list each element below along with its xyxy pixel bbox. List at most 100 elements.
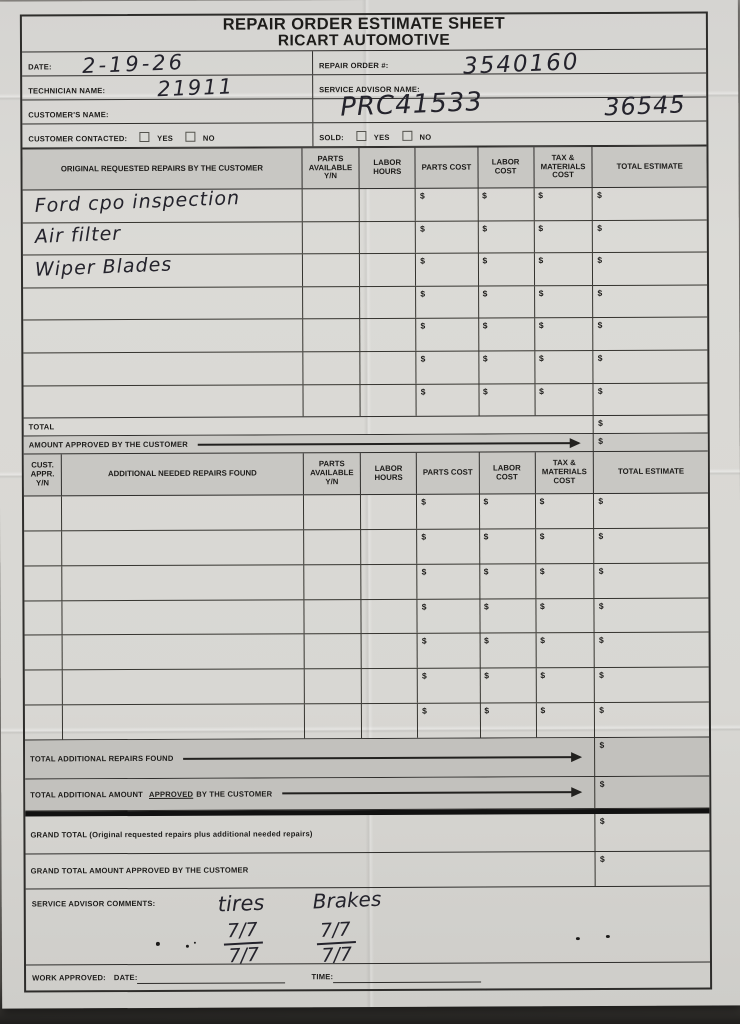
original-repair-row: $ $ $ $: [23, 285, 708, 321]
dollar-sign: $: [598, 436, 603, 447]
grand-total-money-cell: $: [596, 813, 710, 850]
original-repair-row: Wiper Blades $ $ $ $: [22, 252, 708, 289]
dollar-sign: $: [598, 635, 604, 646]
parts-available-cell: [303, 352, 361, 384]
contacted-no-label: NO: [202, 133, 215, 143]
tax-materials-cell: $: [534, 253, 594, 286]
ink-speck: [185, 944, 189, 948]
repair-description-cell: Wiper Blades: [22, 254, 303, 288]
dollar-sign: $: [483, 566, 489, 577]
dollar-sign: $: [420, 255, 425, 266]
dollar-sign: $: [540, 635, 545, 646]
handwritten-stock-number: 36545: [603, 90, 687, 122]
parts-cost-cell: $: [416, 384, 480, 416]
brake-measure-rear: 7/7: [320, 942, 353, 967]
contacted-no-checkbox: [185, 131, 196, 142]
dollar-sign: $: [597, 320, 603, 331]
parts-available-cell: [302, 286, 361, 319]
labor-cost-cell: $: [479, 564, 536, 599]
total-estimate-cell: $: [593, 253, 707, 285]
order-info-section: DATE: 2-19-26 REPAIR ORDER #: 3540160 TE…: [22, 49, 707, 150]
dollar-sign: $: [597, 189, 602, 201]
dollar-sign: $: [421, 531, 427, 542]
total-additional-label: TOTAL ADDITIONAL REPAIRS FOUND: [30, 754, 174, 764]
labor-cost-cell: $: [478, 253, 535, 286]
handwritten-repair-description: Ford cpo inspection: [34, 186, 241, 218]
amount-approved-label-cell: AMOUNT APPROVED BY THE CUSTOMER: [23, 434, 595, 454]
parts-cost-cell: $: [416, 221, 479, 253]
repair-order-number-field: REPAIR ORDER #: 3540160: [313, 49, 706, 80]
additional-repair-description-cell: [63, 669, 305, 705]
dollar-sign: $: [420, 321, 426, 332]
original-repairs-table-header: ORIGINAL REQUESTED REPAIRS BY THE CUSTOM…: [22, 146, 707, 191]
dollar-sign: $: [483, 386, 488, 397]
dollar-sign: $: [598, 600, 604, 611]
total-estimate-cell: $: [594, 494, 708, 528]
arrow-right-icon: [183, 755, 581, 760]
col-header-labor-cost: LABOR COST: [479, 452, 536, 494]
total-label-cell: TOTAL: [23, 416, 595, 436]
total-estimate-cell: $: [594, 318, 708, 350]
footer-date-label: DATE:: [113, 973, 138, 983]
col-header-cust-appr: CUST. APPR. Y/N: [23, 454, 63, 496]
form-title-block: REPAIR ORDER ESTIMATE SHEET RICART AUTOM…: [21, 13, 707, 53]
col-header-tax-materials: TAX & MATERIALS COST: [535, 452, 595, 494]
labor-cost-cell: $: [479, 494, 536, 529]
labor-hours-cell: [361, 564, 418, 599]
parts-cost-cell: $: [417, 529, 480, 564]
labor-hours-cell: [361, 668, 419, 703]
arrow-right-icon: [197, 441, 580, 446]
dollar-sign: $: [538, 222, 544, 233]
cust-appr-cell: [24, 670, 64, 705]
col-header-labor-hours: LABOR HOURS: [360, 452, 418, 495]
dollar-sign: $: [598, 418, 603, 429]
work-approved-section: WORK APPROVED: DATE: TIME:: [26, 963, 710, 991]
total-additional-label-cell: TOTAL ADDITIONAL REPAIRS FOUND: [25, 737, 596, 779]
total-estimate-cell: $: [594, 383, 708, 415]
labor-hours-cell: [360, 384, 417, 417]
tax-materials-cell: $: [535, 528, 595, 564]
original-repair-row: Air filter $ $ $ $: [22, 220, 707, 256]
dollar-sign: $: [483, 531, 489, 542]
dollar-sign: $: [597, 352, 603, 363]
additional-repair-row: $ $ $ $: [24, 702, 709, 740]
dollar-sign: $: [421, 496, 427, 507]
labor-hours-cell: [359, 221, 417, 254]
time-signature-line: [333, 970, 482, 983]
total-estimate-cell: $: [595, 668, 709, 702]
sold-no-checkbox: [402, 130, 413, 141]
dollar-sign: $: [540, 600, 545, 611]
dollar-sign: $: [598, 530, 604, 541]
dollar-sign: $: [599, 704, 605, 715]
customer-contacted-label: CUSTOMER CONTACTED:: [28, 134, 128, 144]
grand-total-approved-label-cell: GRAND TOTAL AMOUNT APPROVED BY THE CUSTO…: [25, 851, 597, 889]
work-approved-label: WORK APPROVED:: [32, 973, 106, 983]
labor-cost-cell: $: [479, 529, 536, 564]
additional-repair-description-cell: [62, 495, 304, 531]
col-header-parts-cost: PARTS COST: [415, 147, 479, 188]
service-advisor-comments-label: SERVICE ADVISOR COMMENTS:: [31, 898, 156, 909]
parts-available-cell: [304, 703, 363, 739]
handwritten-date: 2-19-26: [81, 50, 186, 79]
sold-yes-checkbox: [356, 131, 367, 142]
col-header-description: ORIGINAL REQUESTED REPAIRS BY THE CUSTOM…: [22, 148, 303, 190]
parts-available-cell: [304, 669, 363, 704]
total-estimate-cell: $: [595, 528, 709, 562]
repair-description-cell: [23, 384, 304, 418]
tax-materials-cell: $: [535, 598, 595, 633]
additional-repair-row: $ $ $ $: [24, 528, 709, 567]
total-label: TOTAL: [28, 422, 55, 432]
handwritten-comment-brakes: Brakes: [312, 886, 382, 914]
additional-repair-description-cell: [62, 530, 304, 566]
parts-available-cell: [302, 319, 361, 352]
col-header-tax-materials: TAX & MATERIALS COST: [534, 147, 594, 188]
total-additional-approved-row: TOTAL ADDITIONAL AMOUNT APPROVED BY THE …: [25, 776, 710, 812]
additional-repair-description-cell: [63, 704, 305, 740]
total-additional-money-cell: $: [595, 737, 709, 775]
tread-depth-rear: 7/7: [228, 943, 261, 968]
labor-hours-cell: [361, 634, 418, 669]
parts-cost-cell: $: [416, 253, 479, 286]
handwritten-advisor-id: PRC41533: [339, 87, 484, 123]
handwritten-brake-measurements: 7/7 7/7: [315, 918, 356, 967]
